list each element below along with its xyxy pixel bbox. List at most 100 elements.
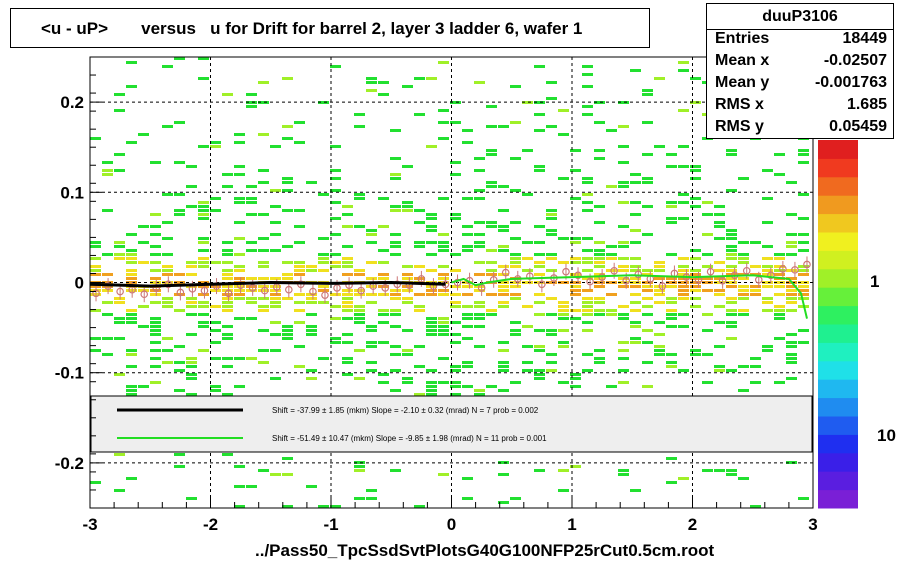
heatmap-cell	[450, 365, 461, 368]
heatmap-cell	[594, 265, 605, 268]
heatmap-cell	[414, 309, 425, 312]
heatmap-cell	[174, 309, 185, 312]
heatmap-cell	[558, 281, 569, 284]
heatmap-cell	[570, 377, 581, 380]
profile-point	[803, 260, 811, 269]
heatmap-cell	[378, 285, 389, 288]
heatmap-cell	[642, 153, 653, 156]
heatmap-cell	[126, 61, 137, 64]
heatmap-cell	[738, 477, 749, 480]
profile-point	[260, 286, 269, 295]
heatmap-cell	[318, 301, 329, 304]
heatmap-cell	[726, 233, 737, 236]
heatmap-cell	[534, 261, 545, 264]
heatmap-cell	[234, 285, 245, 288]
heatmap-cell	[486, 273, 497, 276]
heatmap-cell	[138, 325, 149, 328]
heatmap-cell	[666, 309, 677, 312]
heatmap-cell	[270, 205, 281, 208]
heatmap-cell	[102, 285, 113, 288]
heatmap-cell	[630, 269, 641, 272]
heatmap-cell	[618, 161, 629, 164]
heatmap-cell	[426, 217, 437, 220]
heatmap-cell	[390, 353, 401, 356]
heatmap-cell	[714, 269, 725, 272]
heatmap-cell	[438, 109, 449, 112]
heatmap-cell	[486, 221, 497, 224]
heatmap-cell	[558, 345, 569, 348]
heatmap-cell	[438, 329, 449, 332]
heatmap-cell	[390, 205, 401, 208]
heatmap-cell	[534, 469, 545, 472]
heatmap-cell	[174, 345, 185, 348]
heatmap-cell	[438, 357, 449, 360]
heatmap-cell	[726, 269, 737, 272]
heatmap-cell	[510, 85, 521, 88]
heatmap-cell	[618, 317, 629, 320]
heatmap-cell	[498, 461, 509, 464]
heatmap-cell	[402, 285, 413, 288]
heatmap-cell	[222, 277, 233, 280]
heatmap-cell	[342, 265, 353, 268]
heatmap-cell	[630, 321, 641, 324]
heatmap-cell	[606, 185, 617, 188]
heatmap-cell	[174, 465, 185, 468]
heatmap-cell	[126, 317, 137, 320]
heatmap-cell	[474, 241, 485, 244]
heatmap-cell	[666, 221, 677, 224]
heatmap-cell	[738, 257, 749, 260]
heatmap-cell	[378, 273, 389, 276]
heatmap-cell	[258, 249, 269, 252]
heatmap-cell	[342, 245, 353, 248]
heatmap-cell	[90, 137, 101, 140]
heatmap-cell	[318, 289, 329, 292]
heatmap-cell	[534, 225, 545, 228]
heatmap-cell	[642, 269, 653, 272]
heatmap-cell	[354, 313, 365, 316]
heatmap-cell	[474, 345, 485, 348]
heatmap-cell	[678, 109, 689, 112]
heatmap-cell	[618, 313, 629, 316]
heatmap-cell	[222, 393, 233, 396]
heatmap-cell	[786, 357, 797, 360]
heatmap-cell	[354, 497, 365, 500]
heatmap-cell	[150, 341, 161, 344]
heatmap-cell	[162, 305, 173, 308]
heatmap-cell	[426, 289, 437, 292]
heatmap-cell	[510, 333, 521, 336]
heatmap-cell	[150, 233, 161, 236]
heatmap-cell	[546, 253, 557, 256]
heatmap-cell	[150, 349, 161, 352]
palette-label: 10	[877, 426, 896, 445]
heatmap-cell	[726, 473, 737, 476]
heatmap-cell	[642, 281, 653, 284]
heatmap-cell	[390, 129, 401, 132]
heatmap-cell	[234, 505, 245, 508]
heatmap-cell	[402, 349, 413, 352]
heatmap-cell	[282, 277, 293, 280]
heatmap-cell	[354, 469, 365, 472]
heatmap-cell	[726, 301, 737, 304]
heatmap-cell	[186, 273, 197, 276]
heatmap-cell	[498, 225, 509, 228]
heatmap-cell	[294, 365, 305, 368]
heatmap-cell	[666, 481, 677, 484]
stats-label: RMS y	[715, 118, 764, 135]
heatmap-cell	[510, 221, 521, 224]
heatmap-cell	[570, 261, 581, 264]
heatmap-cell	[654, 333, 665, 336]
heatmap-cell	[486, 385, 497, 388]
legend-entry: Shift = -51.49 ± 10.47 (mkm) Slope = -9.…	[272, 434, 547, 443]
heatmap-cell	[198, 257, 209, 260]
heatmap-cell	[750, 273, 761, 276]
heatmap-cell	[174, 293, 185, 296]
heatmap-cell	[90, 245, 101, 248]
heatmap-cell	[390, 253, 401, 256]
heatmap-cell	[678, 269, 689, 272]
heatmap-cell	[762, 257, 773, 260]
heatmap-cell	[462, 497, 473, 500]
heatmap-cell	[666, 201, 677, 204]
heatmap-cell	[294, 345, 305, 348]
heatmap-cell	[498, 473, 509, 476]
heatmap-cell	[594, 297, 605, 300]
